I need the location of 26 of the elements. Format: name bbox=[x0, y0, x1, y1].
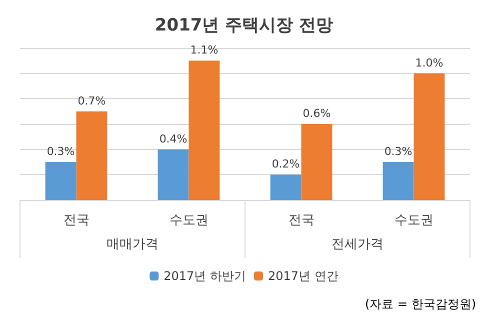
bar bbox=[158, 149, 189, 200]
data-label: 1.0% bbox=[415, 56, 444, 70]
x-tick-label: 전국 bbox=[288, 213, 314, 228]
data-label: 0.3% bbox=[46, 145, 75, 158]
bar bbox=[270, 174, 302, 200]
x-tick-label: 수도권 bbox=[169, 213, 208, 228]
data-label: 0.4% bbox=[159, 132, 188, 146]
data-label: 0.6% bbox=[302, 107, 331, 120]
data-label: 0.3% bbox=[384, 145, 412, 158]
bar bbox=[188, 60, 220, 200]
chart-title: 2017년 주택시장 전망 bbox=[154, 16, 334, 36]
legend-label: 2017년 연간 bbox=[268, 269, 338, 283]
x-tick-label: 수도권 bbox=[394, 213, 434, 228]
bar bbox=[382, 162, 414, 200]
bar bbox=[76, 111, 108, 200]
bar bbox=[45, 162, 76, 200]
legend-label: 2017년 하반기 bbox=[164, 269, 246, 283]
data-label: 0.2% bbox=[272, 158, 300, 171]
bar bbox=[301, 124, 332, 200]
text: (자료 = 한국감정원) bbox=[364, 297, 476, 311]
x-tick-label: 전국 bbox=[63, 213, 90, 228]
data-label: 1.1% bbox=[190, 44, 218, 57]
text: 매매가격 bbox=[106, 237, 158, 252]
data-label: 0.7% bbox=[78, 94, 106, 108]
bar bbox=[414, 73, 445, 200]
text: 전세가격 bbox=[332, 237, 384, 252]
